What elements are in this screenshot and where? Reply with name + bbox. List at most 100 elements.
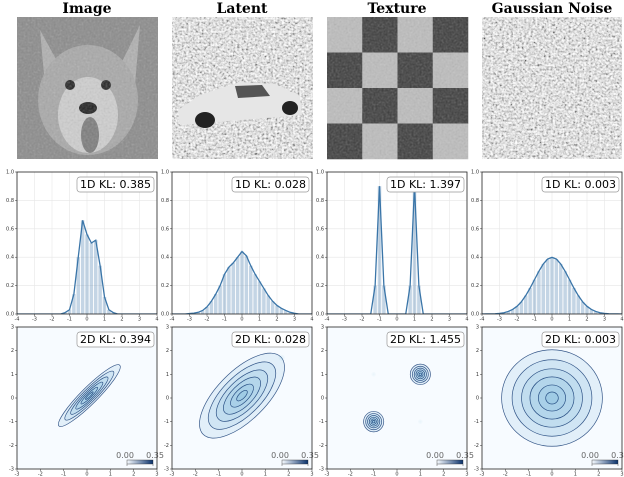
panel: 0.00.20.40.60.81.0-4-3-2-1012341D KL: 0.…	[161, 170, 314, 323]
column-title: Latent	[217, 1, 268, 17]
x-tick-label: 1	[413, 317, 416, 323]
x-tick-label: 4	[620, 317, 623, 323]
panel: 0.00.20.40.60.81.0-4-3-2-1012341D KL: 0.…	[471, 170, 624, 323]
x-tick-label: 2	[430, 317, 433, 323]
x-tick-label: 3	[138, 317, 141, 323]
y-tick-label: 3	[476, 325, 479, 331]
x-tick-label: -1	[216, 472, 221, 477]
x-tick-label: 4	[155, 317, 158, 323]
y-tick-label: 0.4	[161, 255, 169, 261]
texture-image	[327, 17, 468, 159]
hist-bar	[245, 256, 249, 314]
x-tick-label: 1	[103, 317, 106, 323]
y-tick-label: -2	[9, 443, 14, 449]
y-tick-label: -1	[9, 419, 14, 425]
x-tick-label: 2	[442, 472, 445, 477]
plot-content	[502, 350, 603, 447]
x-tick-label: -1	[377, 317, 382, 323]
x-tick-label: 2	[597, 472, 600, 477]
hist-bar	[528, 288, 532, 314]
x-tick-label: -3	[187, 317, 192, 323]
x-tick-label: -4	[480, 317, 485, 323]
x-tick-label: -4	[15, 317, 20, 323]
x-tick-label: 0	[85, 317, 88, 323]
y-tick-label: 0.6	[316, 226, 324, 232]
x-tick-label: 0	[550, 472, 553, 477]
y-tick-label: 0.6	[161, 226, 169, 232]
x-tick-label: -2	[515, 317, 520, 323]
y-tick-label: 0	[166, 396, 169, 402]
x-tick-label: 1	[258, 317, 261, 323]
x-tick-label: -2	[38, 472, 43, 477]
hist-bar	[262, 288, 266, 314]
hist-bar	[555, 259, 559, 314]
y-tick-label: 1	[321, 372, 324, 378]
annotation: 1D KL: 0.028	[235, 178, 306, 191]
x-tick-label: -1	[61, 472, 66, 477]
hist-bar	[542, 264, 546, 314]
hist-bar	[546, 259, 550, 314]
colorbar-label: 0.35	[146, 451, 164, 460]
column-title: Gaussian Noise	[492, 1, 613, 17]
y-tick-label: 0.0	[316, 312, 324, 318]
noise-image	[482, 17, 622, 159]
y-tick-label: 0.8	[471, 198, 479, 204]
x-tick-label: 0	[395, 317, 398, 323]
y-tick-label: 3	[166, 325, 169, 331]
column-title: Image	[62, 1, 111, 17]
annotation: 2D KL: 0.028	[235, 333, 306, 346]
density-contour	[280, 356, 283, 359]
y-tick-label: 1	[11, 372, 14, 378]
x-tick-label: 1	[574, 472, 577, 477]
x-tick-label: -1	[532, 317, 537, 323]
x-tick-label: 4	[465, 317, 468, 323]
panel: -3-2-10123-3-2-101230.000.352D KL: 1.455	[319, 325, 474, 477]
y-tick-label: -2	[474, 443, 479, 449]
x-tick-label: 4	[310, 317, 313, 323]
y-tick-label: 0.2	[471, 283, 479, 289]
y-tick-label: 2	[321, 348, 324, 354]
annotation: 1D KL: 0.003	[545, 178, 616, 191]
hist-bar	[223, 274, 227, 314]
x-tick-label: 1	[568, 317, 571, 323]
x-tick-label: 3	[448, 317, 451, 323]
y-tick-label: -3	[474, 467, 479, 473]
y-tick-label: 0.4	[6, 255, 14, 261]
y-tick-label: 0.0	[161, 312, 169, 318]
y-tick-label: -3	[9, 467, 14, 473]
x-tick-label: 2	[275, 317, 278, 323]
y-tick-label: -3	[164, 467, 169, 473]
y-tick-label: 2	[476, 348, 479, 354]
hist-bar	[533, 280, 537, 314]
x-tick-label: 1	[419, 472, 422, 477]
y-tick-label: 3	[321, 325, 324, 331]
hist-bar	[572, 288, 576, 314]
y-tick-label: 1.0	[6, 170, 14, 176]
hist-bar	[232, 263, 236, 314]
colorbar	[437, 460, 463, 464]
x-tick-label: -2	[50, 317, 55, 323]
x-tick-label: 3	[603, 317, 606, 323]
colorbar-label: 0.35	[456, 451, 474, 460]
x-tick-label: -4	[325, 317, 330, 323]
x-tick-label: 1	[264, 472, 267, 477]
colorbar	[282, 460, 308, 464]
y-tick-label: -3	[319, 467, 324, 473]
x-tick-label: -2	[360, 317, 365, 323]
y-tick-label: 1	[476, 372, 479, 378]
colorbar-label: 0.00	[271, 451, 289, 460]
y-tick-label: -1	[474, 419, 479, 425]
hist-bar	[94, 240, 98, 314]
x-tick-label: -1	[67, 317, 72, 323]
density-contour	[373, 373, 375, 375]
density-contour	[546, 392, 559, 404]
hist-bar	[227, 267, 231, 314]
y-tick-label: 0.2	[161, 283, 169, 289]
x-tick-label: -1	[222, 317, 227, 323]
hist-bar	[550, 257, 554, 314]
hist-bar	[249, 266, 253, 314]
x-tick-label: 3	[155, 472, 158, 477]
x-tick-label: -3	[497, 317, 502, 323]
